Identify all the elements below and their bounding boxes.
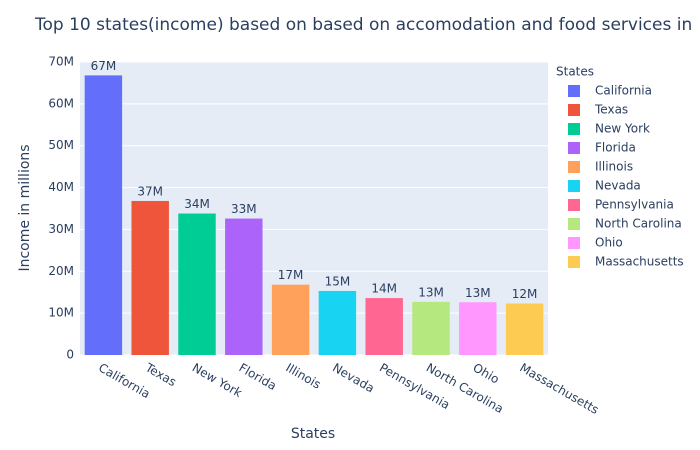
y-tick-label: 10M [48,306,74,320]
legend-swatch [568,218,580,230]
bar [318,290,357,355]
legend-swatch [568,199,580,211]
legend-label: New York [595,122,650,136]
legend-label: Ohio [595,236,623,250]
y-tick-label: 0 [66,348,74,362]
legend-title: States [556,65,594,79]
legend-label: Pennsylvania [595,198,674,212]
value-label: 12M [512,287,538,301]
bar [459,302,497,355]
y-tick-label: 70M [48,55,74,69]
y-tick-label: 60M [48,96,74,110]
legend-label: Texas [594,103,628,117]
legend-swatch [568,85,580,97]
x-tick-label: Ohio [471,361,502,387]
value-label: 37M [137,184,163,198]
value-label: 13M [418,285,444,299]
y-tick-label: 30M [48,222,74,236]
value-label: 17M [278,268,304,282]
legend-swatch [568,161,580,173]
x-tick-label: Texas [142,360,179,389]
x-tick-label: Nevada [330,361,377,396]
value-label: 13M [465,286,491,300]
x-tick-label: California [96,361,152,402]
legend-swatch [568,256,580,268]
x-tick-label: Massachusetts [517,361,601,417]
x-axis-title: States [291,426,335,442]
legend-label: California [595,84,652,98]
y-tick-label: 50M [48,138,74,152]
x-tick-label: New York [190,361,245,401]
legend-label: Florida [595,141,636,155]
bar [84,75,123,355]
bar [178,213,216,355]
bar [505,303,544,355]
chart-title: Top 10 states(income) based on based on … [34,15,692,35]
value-label: 34M [184,197,210,211]
x-tick-label: Illinois [283,361,323,392]
legend-swatch [568,104,580,116]
bar [225,218,263,355]
bar [365,298,403,355]
value-label: 33M [231,202,257,216]
bar [271,284,310,355]
value-label: 67M [91,59,117,73]
legend-label: Massachusetts [595,255,684,269]
legend-label: Illinois [595,160,633,174]
bar [131,200,169,355]
bar [412,301,450,355]
legend-label: Nevada [595,179,641,193]
value-label: 14M [371,282,397,296]
y-tick-label: 20M [48,264,74,278]
y-tick-label: 40M [48,180,74,194]
legend-label: North Carolina [595,217,682,231]
legend-swatch [568,180,580,192]
legend-swatch [568,142,580,154]
legend-swatch [568,237,580,249]
value-label: 15M [325,274,351,288]
y-axis-title: Income in millions [17,144,33,271]
legend-swatch [568,123,580,135]
